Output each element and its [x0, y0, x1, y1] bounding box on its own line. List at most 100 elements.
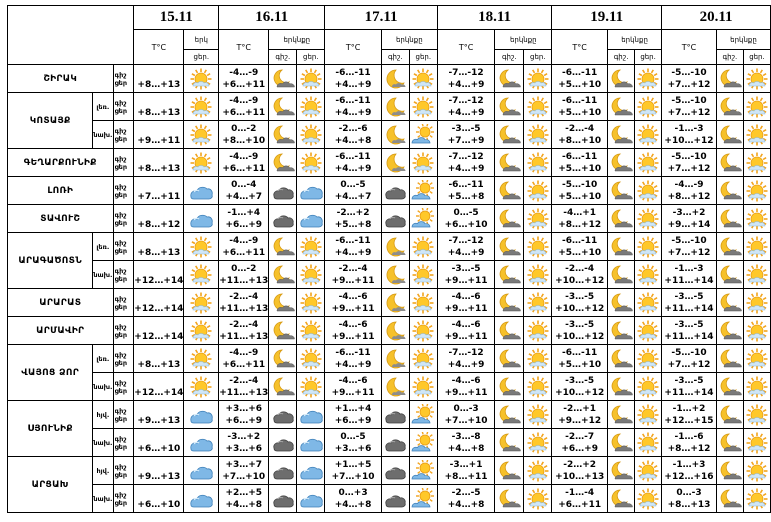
- date-header: 18.11: [436, 5, 553, 30]
- date-header: 19.11: [551, 5, 663, 30]
- night-label: գիշ: [114, 98, 127, 107]
- region-row: ԼՈՌԻ գիշ ցեր +7…+11 0…-4 +4…+7 0…-5 +4…+7 -6…-11…: [7, 176, 771, 205]
- dark-cloud-icon: [270, 460, 296, 482]
- night-temp: -5…-10: [671, 151, 707, 162]
- night-sky-cell: [607, 120, 636, 149]
- day-temp: +6…+9: [334, 415, 372, 426]
- night-sky-cell: [715, 316, 744, 345]
- sun-icon: [298, 292, 324, 314]
- night-temp: -7…-12: [448, 95, 484, 106]
- day-sky-cell: [408, 288, 438, 317]
- night-temp: 0…-3: [676, 487, 702, 498]
- cloud-icon: [298, 180, 324, 202]
- day-temp: +11…+14: [664, 275, 714, 286]
- night-sky-cell: [494, 176, 525, 205]
- night-temp: 0…-5: [453, 207, 479, 218]
- sky-cell: [183, 428, 220, 457]
- sun-cloud-icon: [410, 179, 436, 202]
- night-temp: -4…-9: [229, 151, 259, 162]
- night-sky-cell: [268, 64, 298, 93]
- night-sky-cell: [607, 428, 636, 457]
- day-sky-cell: [634, 92, 663, 121]
- day-label: ցեր: [114, 106, 128, 115]
- date-header: 17.11: [324, 5, 438, 30]
- night-sky-cell: [494, 232, 525, 261]
- night-sky-cell: [715, 428, 744, 457]
- region-row: ԳԵՂԱՐՔՈՒՆԻՔ գիշ ցեր +8…+13 -4…-9 +6…+11 -6…-11…: [7, 148, 771, 177]
- sun-icon: [636, 404, 661, 426]
- night-sky-cell: [607, 456, 636, 485]
- night-sky-cell: [494, 400, 525, 429]
- sun-icon: [744, 124, 769, 146]
- moon-cloud-icon: [496, 488, 523, 510]
- night-temp: -2…-4: [565, 263, 595, 274]
- sun-cloud-icon: [410, 459, 436, 482]
- day-temp: +7…+11: [137, 191, 181, 202]
- night-temp: -6…-11: [335, 235, 371, 246]
- moon-icon: [382, 292, 408, 314]
- temp-header: T°C: [218, 29, 270, 65]
- region-row: ՏԱՎՈՒՇ գիշ ցեր +8…+12 -1…+4 +6…+9 -2…+2 +5…+8 0……: [7, 204, 771, 233]
- temperature-cell: -6…-11 +4…+9: [324, 344, 382, 373]
- night-temp: -4…-9: [229, 67, 259, 78]
- night-temp: -2…+2: [563, 459, 597, 470]
- night-sky-cell: [380, 428, 410, 457]
- temperature-cell: +8…+13: [133, 64, 185, 93]
- night-sky-cell: [715, 148, 744, 177]
- day-temp: +11…+14: [664, 387, 714, 398]
- region-name: ՍՅՈՒՆԻՔ: [6, 400, 94, 457]
- day-temp: +9…+11: [444, 275, 488, 286]
- temperature-cell: +12…+14: [133, 316, 185, 345]
- night-sky-cell: [607, 288, 636, 317]
- day-temp: +9…+11: [331, 331, 375, 342]
- moon-cloud-icon: [717, 432, 742, 454]
- day-temp: +7…+9: [447, 135, 485, 146]
- day-subheader: ցեր.: [183, 49, 220, 65]
- temperature-cell: +9…+13: [133, 400, 185, 429]
- day-temp: +8…+12: [137, 219, 181, 230]
- day-temp: +6…+11: [558, 499, 602, 510]
- temp-header: T°C: [551, 29, 609, 65]
- temperature-cell: -2…-4 +11…+13: [218, 316, 270, 345]
- cloud-icon: [298, 432, 324, 454]
- day-temp: +4…+9: [334, 79, 372, 90]
- sun-icon: [744, 348, 769, 370]
- temperature-cell: +8…+13: [133, 344, 185, 373]
- sun-icon: [185, 68, 218, 90]
- temperature-cell: -2…+2 +5…+8: [324, 204, 382, 233]
- day-sky-cell: [408, 260, 438, 289]
- day-temp: +4…+8: [334, 499, 372, 510]
- day-temp: +6…+11: [222, 79, 266, 90]
- sun-icon: [185, 376, 218, 398]
- night-label: գիշ: [114, 490, 127, 499]
- sky-cell: [183, 64, 220, 93]
- night-day-labels: գիշ ցեր: [112, 204, 135, 233]
- night-day-labels: գիշ ցեր: [112, 372, 135, 401]
- day-sky-cell: [634, 120, 663, 149]
- day-temp: +8…+12: [667, 443, 711, 454]
- night-temp: -7…-12: [448, 347, 484, 358]
- day-temp: +11…+13: [219, 275, 269, 286]
- temperature-cell: -1…-3 +11…+14: [661, 260, 717, 289]
- sky-cell: [183, 372, 220, 401]
- night-sky-cell: [494, 64, 525, 93]
- day-sky-cell: [408, 344, 438, 373]
- dark-cloud-icon: [270, 404, 296, 426]
- temperature-cell: -6…-11 +5…+10: [551, 148, 609, 177]
- day-sky-cell: [742, 204, 771, 233]
- temperature-cell: -2…-4 +11…+13: [218, 372, 270, 401]
- day-temp: +4…+8: [447, 443, 485, 454]
- moon-cloud-icon: [717, 236, 742, 258]
- night-day-labels: գիշ ցեր: [112, 288, 135, 317]
- night-sky-cell: [268, 288, 298, 317]
- cloud-icon: [185, 208, 218, 230]
- dark-cloud-icon: [382, 208, 408, 230]
- night-sky-cell: [494, 456, 525, 485]
- sun-icon: [525, 208, 551, 230]
- temperature-cell: -4…-9 +6…+11: [218, 64, 270, 93]
- day-sky-cell: [296, 148, 326, 177]
- temperature-cell: +8…+13: [133, 148, 185, 177]
- sun-icon: [636, 124, 661, 146]
- temperature-cell: -5…-10 +7…+12: [661, 92, 717, 121]
- night-temp: -3…-5: [674, 291, 704, 302]
